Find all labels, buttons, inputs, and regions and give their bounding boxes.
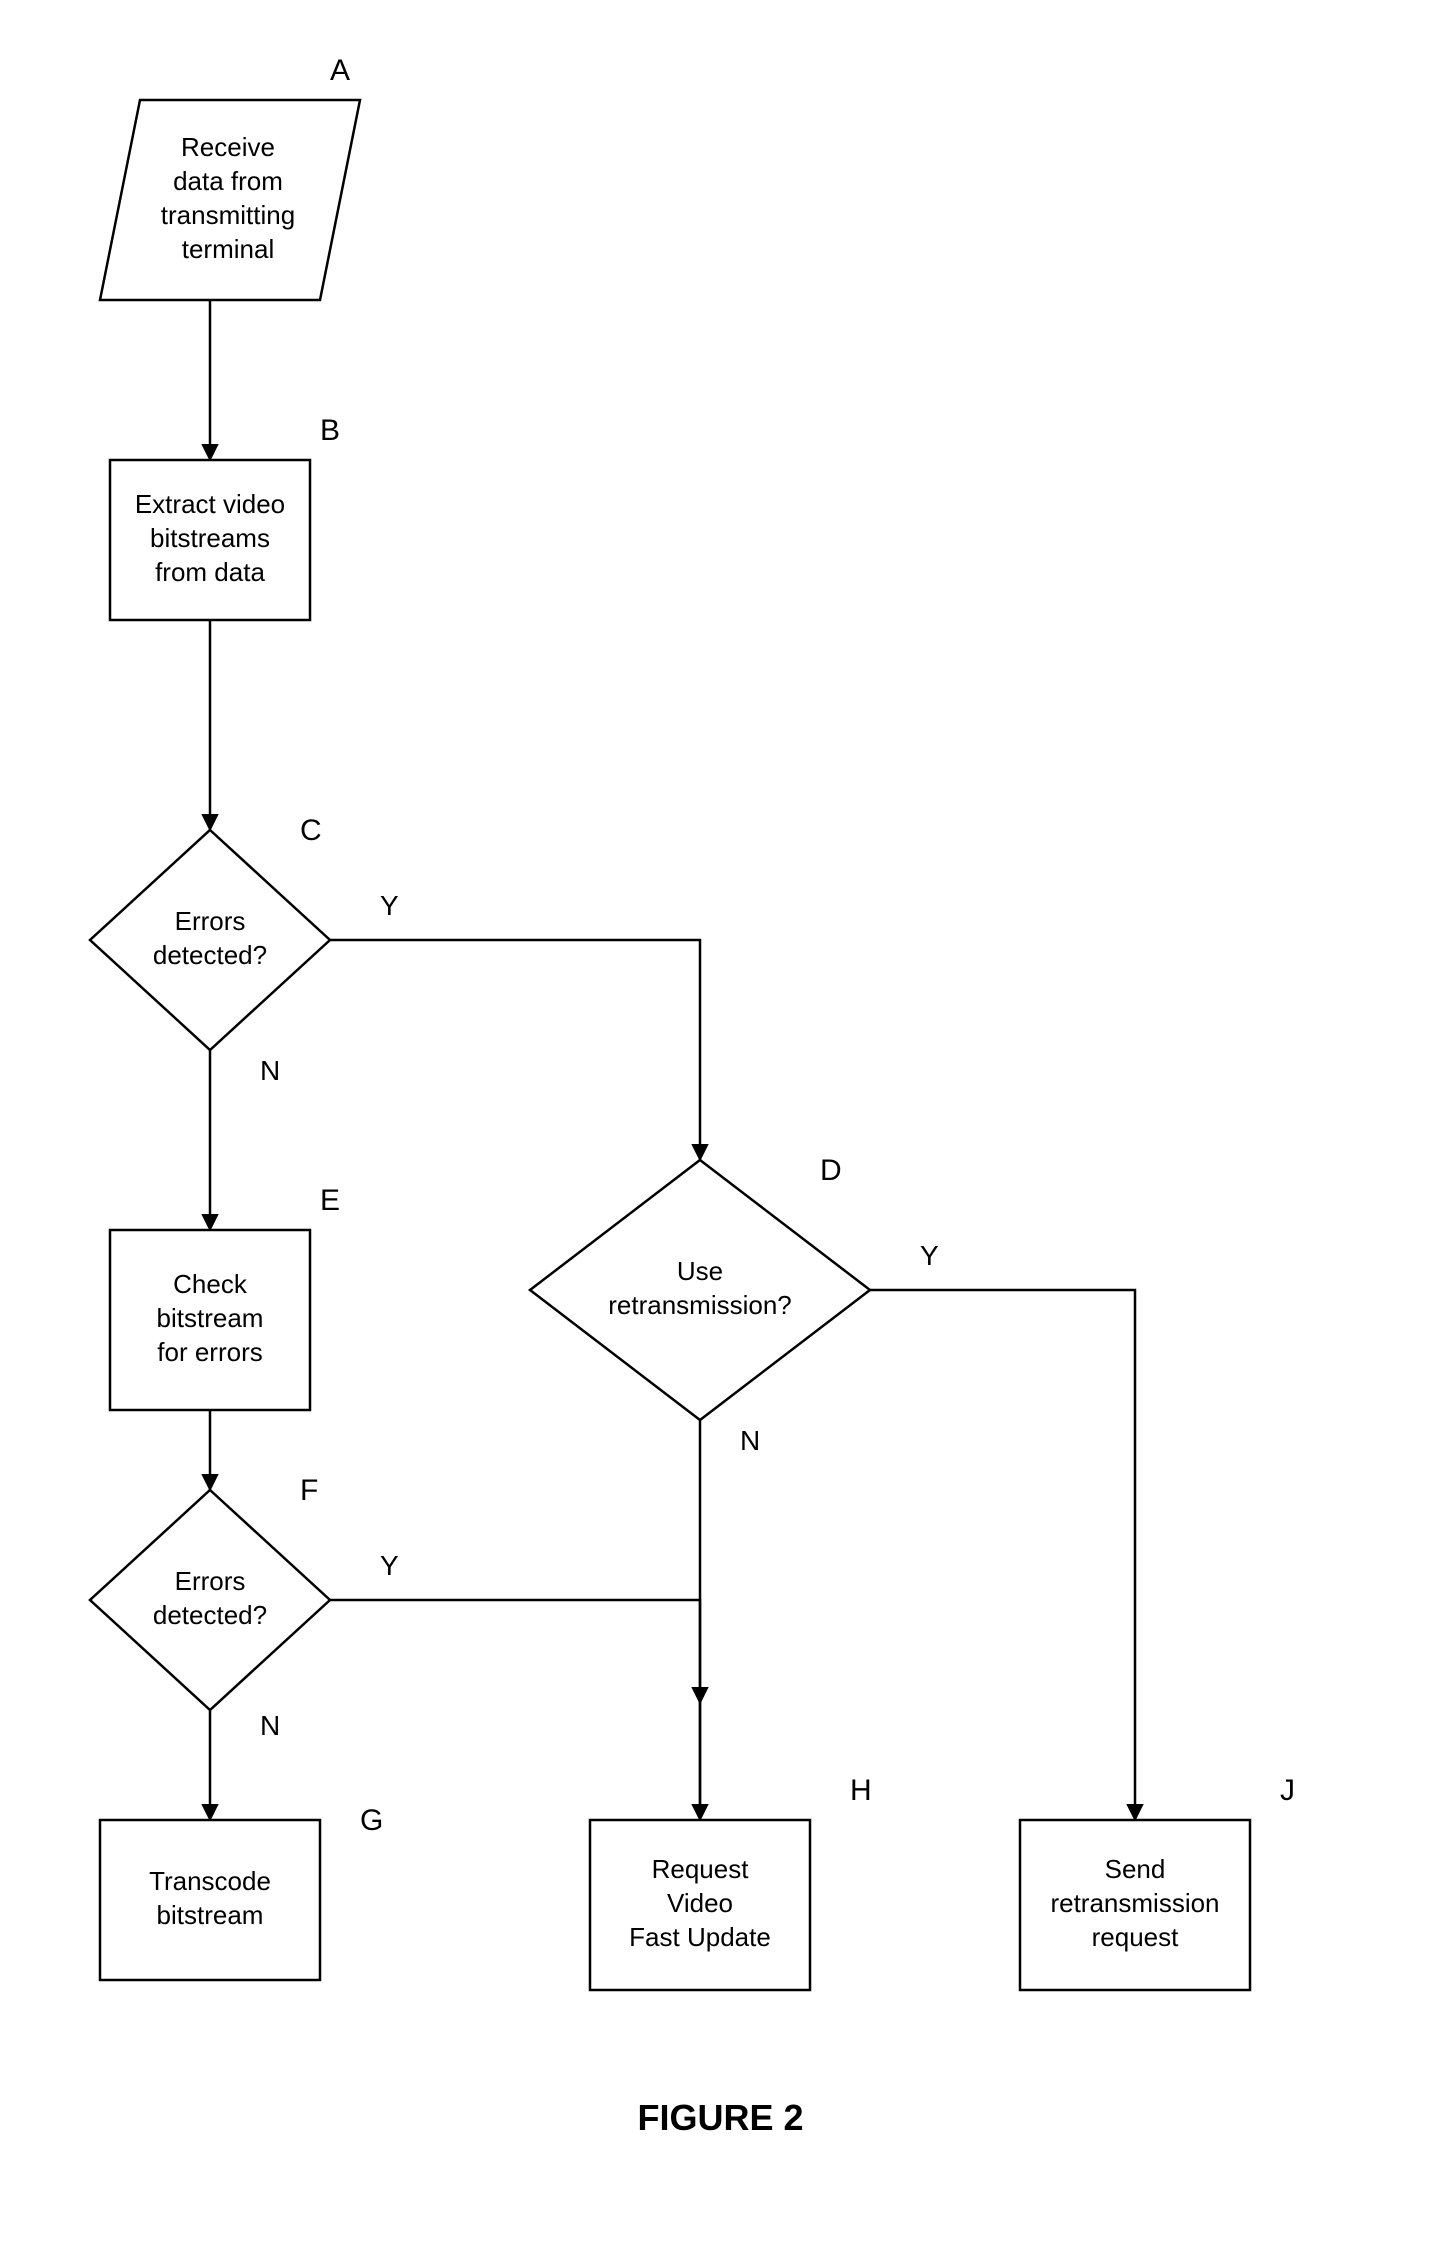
node-text: from data xyxy=(155,557,265,587)
edge-F-H-Y xyxy=(330,1600,700,1820)
node-text: bitstream xyxy=(157,1303,264,1333)
node-A: Receive data from transmitting terminal A xyxy=(100,54,360,300)
node-text: Errors xyxy=(175,906,246,936)
node-text: detected? xyxy=(153,1600,267,1630)
node-text: Extract video xyxy=(135,489,285,519)
node-label: E xyxy=(320,1184,340,1217)
node-C: Errors detected? C xyxy=(90,814,330,1050)
node-text: terminal xyxy=(182,234,274,264)
node-E: Check bitstream for errors E xyxy=(110,1184,340,1410)
node-text: Video xyxy=(667,1888,733,1918)
node-text: Transcode xyxy=(149,1866,271,1896)
node-text: request xyxy=(1092,1922,1179,1952)
edge-label-D-J-Y: Y xyxy=(920,1240,939,1271)
node-F: Errors detected? F xyxy=(90,1474,330,1710)
node-text: Check xyxy=(173,1269,248,1299)
node-text: Receive xyxy=(181,132,275,162)
node-text: Send xyxy=(1105,1854,1166,1884)
node-label: C xyxy=(300,814,322,847)
node-label: B xyxy=(320,414,340,447)
node-text: detected? xyxy=(153,940,267,970)
node-text: Fast Update xyxy=(629,1922,771,1952)
node-B: Extract video bitstreams from data B xyxy=(110,414,340,620)
node-label: G xyxy=(360,1804,383,1837)
node-text: retransmission xyxy=(1050,1888,1219,1918)
node-text: for errors xyxy=(157,1337,262,1367)
edge-label-C-E-N: N xyxy=(260,1055,280,1086)
node-G: Transcode bitstream G xyxy=(100,1804,383,1980)
node-text: data from xyxy=(173,166,283,196)
node-label: F xyxy=(300,1474,318,1507)
figure-title: FIGURE 2 xyxy=(637,2097,803,2138)
node-label: A xyxy=(330,54,350,87)
edge-C-D-Y xyxy=(330,940,700,1160)
node-text: bitstreams xyxy=(150,523,270,553)
node-text: Use xyxy=(677,1256,723,1286)
node-label: D xyxy=(820,1154,842,1187)
edge-label-C-D-Y: Y xyxy=(380,890,399,921)
node-text: retransmission? xyxy=(608,1290,792,1320)
node-text: Errors xyxy=(175,1566,246,1596)
edge-label-F-H-Y: Y xyxy=(380,1550,399,1581)
node-text: Request xyxy=(652,1854,750,1884)
nodes: Receive data from transmitting terminal A Ext… xyxy=(90,54,1295,1990)
edge-label-F-G-N: N xyxy=(260,1710,280,1741)
node-H: Request Video Fast Update H xyxy=(590,1774,872,1990)
node-D: Use retransmission? D xyxy=(530,1154,870,1420)
node-J: Send retransmission request J xyxy=(1020,1774,1295,1990)
edge-label-D-H-N: N xyxy=(740,1425,760,1456)
node-label: J xyxy=(1280,1774,1295,1807)
edge-D-J-Y xyxy=(870,1290,1135,1820)
node-text: transmitting xyxy=(161,200,295,230)
node-label: H xyxy=(850,1774,872,1807)
node-text: bitstream xyxy=(157,1900,264,1930)
edges: N Y N Y N Y xyxy=(210,300,1135,1820)
